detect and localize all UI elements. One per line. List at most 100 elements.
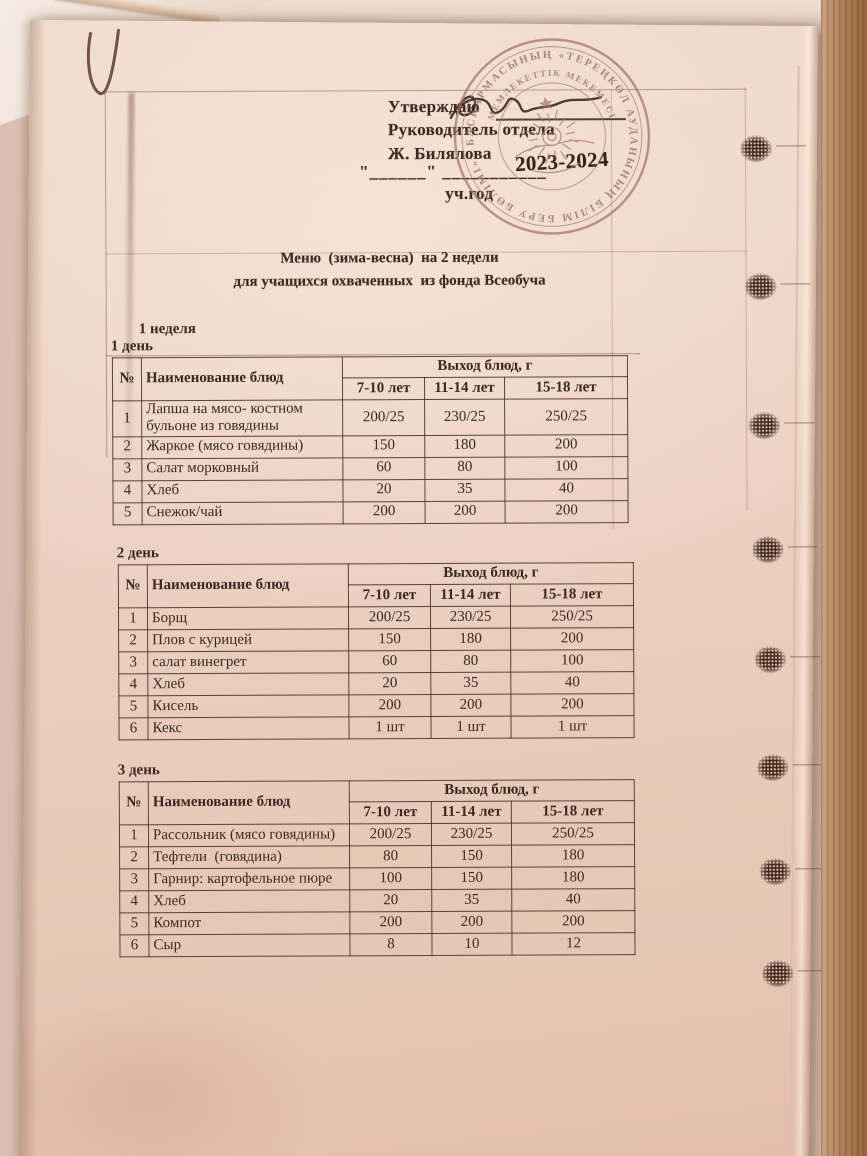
menu-row: 4 Хлеб 20 35 40 bbox=[112, 478, 629, 503]
cell-dish: Салат морковный bbox=[141, 457, 343, 481]
day-label: 1 день bbox=[110, 338, 153, 355]
seal-thread bbox=[784, 422, 815, 424]
stamp-emblem bbox=[514, 96, 595, 174]
menu-row: 2 Жаркое (мясо говядины) 150 180 200 bbox=[112, 434, 628, 459]
cell-portion: 150 bbox=[431, 845, 512, 868]
cell-dish: Рассольник (мясо говядины) bbox=[148, 823, 350, 847]
signature bbox=[449, 95, 602, 120]
cell-no: 5 bbox=[119, 912, 149, 935]
col-header-no: № bbox=[118, 564, 148, 608]
cell-portion: 20 bbox=[348, 672, 431, 695]
cell-no: 2 bbox=[119, 846, 149, 869]
col-header-age: 11-14 лет bbox=[430, 584, 511, 607]
cell-dish: Гарнир: картофельное пюре bbox=[148, 867, 350, 891]
cell-portion: 20 bbox=[349, 889, 432, 912]
cell-portion: 200 bbox=[510, 627, 634, 651]
cell-portion: 200 bbox=[343, 501, 426, 524]
seal-blob bbox=[748, 532, 818, 563]
cell-portion: 8 bbox=[349, 933, 433, 956]
cell-portion: 1 шт bbox=[430, 716, 512, 739]
cell-no: 4 bbox=[118, 673, 148, 696]
col-header-age: 15-18 лет bbox=[511, 800, 635, 824]
cell-portion: 180 bbox=[424, 434, 505, 458]
col-header-age: 11-14 лет bbox=[424, 377, 505, 400]
cell-no: 5 bbox=[118, 695, 148, 718]
menu-row: 2 Тефтели (говядина) 80 150 180 bbox=[119, 844, 635, 869]
cell-portion: 250/25 bbox=[511, 822, 635, 846]
cell-portion: 40 bbox=[511, 888, 635, 912]
cell-portion: 1 шт bbox=[348, 716, 432, 739]
cell-dish: Плов с курицей bbox=[147, 628, 349, 652]
col-header-age: 15-18 лет bbox=[510, 583, 634, 607]
cell-portion: 150 bbox=[342, 435, 425, 458]
official-stamp: БАСҚАРМАСЫНЫҢ «ТЕРЕҢКӨЛ АУДАНЫНЫҢ БІЛІМ … bbox=[451, 36, 653, 238]
cell-portion: 200 bbox=[349, 911, 432, 934]
seal-thread bbox=[780, 283, 811, 285]
cell-portion: 250/25 bbox=[510, 605, 634, 629]
cell-no: 2 bbox=[118, 629, 148, 652]
cell-portion: 20 bbox=[342, 479, 426, 502]
cell-portion: 60 bbox=[342, 457, 425, 480]
menu-row: 3 Салат морковный 60 80 100 bbox=[112, 456, 628, 481]
cell-dish: Компот bbox=[148, 911, 350, 935]
cell-portion: 60 bbox=[348, 650, 431, 673]
menu-table: № Наименование блюд Выход блюд, г 7-10 лет 1… bbox=[112, 355, 629, 525]
cell-portion: 100 bbox=[349, 867, 432, 890]
cell-portion: 150 bbox=[431, 867, 512, 890]
cell-no: 3 bbox=[112, 458, 142, 481]
menu-row: 4 Хлеб 20 35 40 bbox=[119, 888, 635, 913]
menu-row: 1 Рассольник (мясо говядины) 200/25 230/25 2… bbox=[119, 822, 635, 847]
cell-portion: 200 bbox=[505, 500, 629, 523]
col-header-name: Наименование блюд bbox=[141, 356, 343, 401]
cell-portion: 200 bbox=[430, 694, 511, 717]
cell-portion: 12 bbox=[511, 932, 636, 956]
cell-portion: 230/25 bbox=[430, 606, 511, 629]
seal-blob bbox=[753, 750, 823, 781]
cell-dish: Кисель bbox=[147, 694, 349, 718]
day-label: 3 день bbox=[117, 762, 160, 779]
col-header-age: 7-10 лет bbox=[348, 584, 431, 607]
col-header-no: № bbox=[112, 357, 142, 401]
cell-portion: 200 bbox=[510, 693, 634, 717]
cell-dish: Снежок/чай bbox=[142, 501, 344, 525]
cell-portion: 40 bbox=[504, 478, 629, 501]
cell-portion: 35 bbox=[430, 672, 511, 695]
col-header-name: Наименование блюд bbox=[148, 780, 350, 825]
col-header-age: 15-18 лет bbox=[504, 376, 628, 400]
menu-table: № Наименование блюд Выход блюд, г 7-10 лет 1… bbox=[119, 779, 636, 957]
cell-portion: 200 bbox=[511, 910, 635, 934]
cell-no: 1 bbox=[118, 607, 148, 630]
cell-portion: 200 bbox=[425, 500, 506, 524]
menu-row: 3 Гарнир: картофельное пюре 100 150 180 bbox=[119, 866, 635, 891]
cell-dish: Борщ bbox=[147, 606, 349, 630]
seal-blob bbox=[755, 854, 826, 885]
day-label: 2 день bbox=[116, 545, 159, 562]
cell-portion: 40 bbox=[510, 671, 634, 695]
col-header-group: Выход блюд, г bbox=[348, 562, 634, 585]
cell-dish: Кекс bbox=[147, 716, 350, 740]
cell-portion: 230/25 bbox=[424, 399, 505, 436]
cell-dish: Лапша на мясо- костном бульоне из говяди… bbox=[141, 399, 343, 437]
menu-day-block-2: 2 день № Наименование блюд Выход блюд, г 7-1… bbox=[116, 543, 635, 740]
cell-portion: 35 bbox=[431, 889, 512, 912]
cell-portion: 250/25 bbox=[504, 398, 628, 435]
col-header-age: 7-10 лет bbox=[342, 377, 425, 400]
cell-portion: 10 bbox=[431, 933, 513, 956]
cell-dish: Хлеб bbox=[147, 672, 349, 696]
menu-row: 5 Снежок/чай 200 200 200 bbox=[113, 500, 629, 525]
menu-day-block-3: 3 день № Наименование блюд Выход блюд, г 7-1… bbox=[117, 760, 636, 957]
frame-line-left bbox=[104, 91, 108, 458]
cell-dish: Хлеб bbox=[148, 889, 350, 913]
col-header-group: Выход блюд, г bbox=[349, 779, 635, 802]
menu-row: 4 Хлеб 20 35 40 bbox=[118, 671, 634, 696]
menu-row: 1 Борщ 200/25 230/25 250/25 bbox=[118, 605, 634, 630]
seal-thread bbox=[787, 546, 818, 548]
menu-row: 5 Кисель 200 200 200 bbox=[118, 693, 634, 718]
cell-portion: 200/25 bbox=[348, 606, 431, 629]
table-surface-edge bbox=[821, 0, 867, 1156]
cell-portion: 35 bbox=[424, 478, 506, 502]
seal-thread bbox=[790, 656, 821, 658]
cell-portion: 230/25 bbox=[431, 823, 512, 846]
